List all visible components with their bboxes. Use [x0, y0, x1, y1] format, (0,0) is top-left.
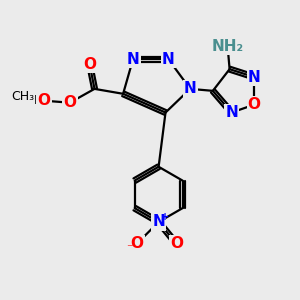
Text: N: N [152, 214, 165, 230]
Text: CH₃: CH₃ [11, 90, 34, 103]
Text: N: N [248, 70, 261, 85]
Text: O: O [38, 93, 51, 108]
Text: O: O [83, 57, 96, 72]
Text: O: O [63, 95, 76, 110]
Text: N: N [127, 52, 140, 67]
Text: N: N [162, 52, 175, 67]
Text: N: N [184, 81, 197, 96]
Text: O: O [248, 97, 261, 112]
Text: NH₂: NH₂ [212, 39, 244, 54]
Text: +: + [161, 212, 169, 222]
Text: ⁻: ⁻ [126, 242, 132, 255]
Text: O: O [170, 236, 183, 251]
Text: OCH₃: OCH₃ [9, 94, 42, 107]
Text: O: O [130, 236, 143, 251]
Text: N: N [225, 105, 238, 120]
